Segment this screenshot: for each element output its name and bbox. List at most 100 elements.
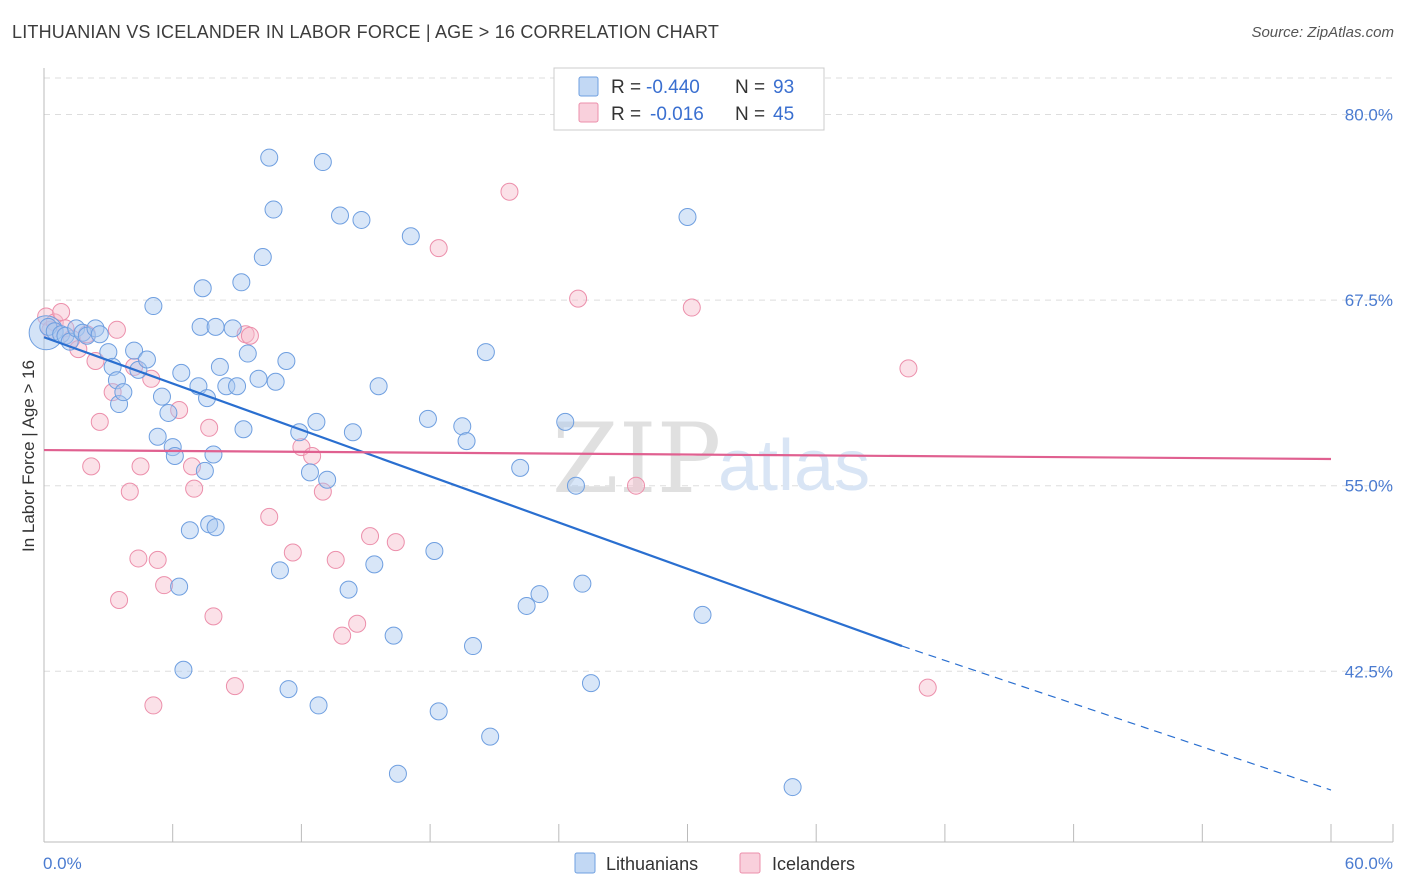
icelander-point xyxy=(185,479,204,498)
bottom-legend-swatch-lithuanians xyxy=(574,852,596,874)
lithuanian-points xyxy=(28,148,802,797)
lithuanian-point xyxy=(195,461,214,480)
legend-r-value-2: -0.016 xyxy=(650,104,704,125)
icelander-point xyxy=(386,533,405,552)
lithuanian-point xyxy=(678,207,697,226)
legend-swatch-lithuanians xyxy=(578,76,599,97)
lithuanian-point xyxy=(172,363,191,382)
lithuanian-point xyxy=(193,279,212,298)
y-tick-label: 67.5% xyxy=(1345,291,1393,310)
lithuanian-point xyxy=(425,542,444,561)
legend-n-value-2: 45 xyxy=(773,104,794,125)
lithuanian-point xyxy=(206,317,225,336)
lithuanian-point xyxy=(481,727,500,746)
icelander-point xyxy=(120,482,139,501)
icelander-point xyxy=(313,482,332,501)
legend-r-label-2: R = xyxy=(611,104,641,125)
lithuanian-point xyxy=(144,297,163,316)
lithuanian-point xyxy=(180,521,199,540)
lithuanian-point xyxy=(313,153,332,172)
stats-legend: R = -0.440 N = 93 R = -0.016 N = 45 xyxy=(553,67,825,131)
lithuanian-point xyxy=(556,412,575,431)
axes xyxy=(43,68,1394,843)
icelander-point xyxy=(569,289,588,308)
lithuanian-point xyxy=(783,778,802,797)
y-axis-label: In Labor Force | Age > 16 xyxy=(19,360,38,552)
lithuanian-point xyxy=(206,518,225,537)
lithuanian-point xyxy=(566,476,585,495)
lithuanian-point xyxy=(110,395,129,414)
lithuanian-point xyxy=(264,200,283,219)
bottom-legend-lithuanians: Lithuanians xyxy=(606,854,698,874)
lithuanian-point xyxy=(476,343,495,362)
icelander-point xyxy=(82,457,101,476)
icelander-point xyxy=(170,400,189,419)
lithuanian-point xyxy=(204,445,223,464)
lithuanian-point xyxy=(457,432,476,451)
lithuanian-point xyxy=(232,273,251,292)
icelander-point xyxy=(500,182,519,201)
lithuanian-point xyxy=(464,637,482,656)
lithuanian-point xyxy=(453,417,472,436)
chart-source: Source: ZipAtlas.com xyxy=(1251,24,1394,41)
legend-swatch-icelanders xyxy=(578,102,599,123)
icelander-point xyxy=(155,576,174,595)
lithuanian-point xyxy=(388,764,407,783)
lithuanian-point xyxy=(429,702,448,721)
lithuanian-point xyxy=(307,412,326,431)
lithuanian-point xyxy=(125,341,144,360)
icelander-point xyxy=(303,447,322,465)
lithuanian-point xyxy=(573,574,592,593)
lithuanian-point xyxy=(90,325,109,344)
x-tick-label-max: 60.0% xyxy=(1345,854,1393,873)
icelander-point xyxy=(333,626,352,645)
lithuanian-point xyxy=(270,561,289,580)
lithuanian-point xyxy=(107,371,126,390)
lithuanian-point xyxy=(174,660,193,679)
icelander-point xyxy=(240,326,259,345)
lithuanian-point xyxy=(581,674,600,693)
lithuanian-point xyxy=(693,605,712,624)
icelander-point xyxy=(148,550,167,569)
legend-r-label-1: R = xyxy=(611,77,641,98)
lithuanian-point xyxy=(511,458,530,477)
icelander-point xyxy=(110,591,129,610)
lithuanian-trend-extension xyxy=(901,645,1332,791)
lithuanian-point xyxy=(352,210,371,229)
x-tick-label-min: 0.0% xyxy=(43,854,82,873)
chart-title: LITHUANIAN VS ICELANDER IN LABOR FORCE |… xyxy=(12,22,720,42)
icelander-point xyxy=(283,543,302,562)
legend-n-label-1: N = xyxy=(735,77,765,98)
lithuanian-point xyxy=(369,377,388,396)
lithuanian-point xyxy=(114,383,133,402)
y-tick-label: 55.0% xyxy=(1345,477,1393,496)
lithuanian-point xyxy=(170,577,189,596)
lithuanian-point xyxy=(234,420,253,439)
lithuanian-point xyxy=(152,387,171,406)
lithuanian-point xyxy=(401,227,420,246)
y-tick-label: 42.5% xyxy=(1345,662,1393,681)
lithuanian-point xyxy=(277,351,296,370)
lithuanian-point xyxy=(300,463,319,482)
icelander-point xyxy=(129,549,148,568)
legend-r-value-1: -0.440 xyxy=(646,77,700,98)
y-tick-labels: 42.5% 55.0% 67.5% 80.0% xyxy=(1345,106,1393,682)
icelander-point xyxy=(107,320,126,339)
lithuanian-point xyxy=(238,344,257,363)
watermark-atlas: atlas xyxy=(718,426,870,506)
lithuanian-point xyxy=(217,377,236,396)
watermark-zip: ZIP xyxy=(552,403,721,515)
icelander-point xyxy=(918,678,937,697)
lithuanian-point xyxy=(191,317,210,336)
icelander-point xyxy=(627,476,646,495)
icelander-point xyxy=(899,359,918,378)
bottom-legend-icelanders: Icelanders xyxy=(772,854,855,874)
watermark: ZIP atlas xyxy=(552,403,870,515)
lithuanian-point xyxy=(309,696,328,715)
lithuanian-point xyxy=(148,427,167,446)
lithuanian-point xyxy=(343,423,362,442)
icelander-point xyxy=(131,457,150,476)
series-legend: Lithuanians Icelanders xyxy=(574,852,855,874)
icelander-point xyxy=(144,696,163,715)
